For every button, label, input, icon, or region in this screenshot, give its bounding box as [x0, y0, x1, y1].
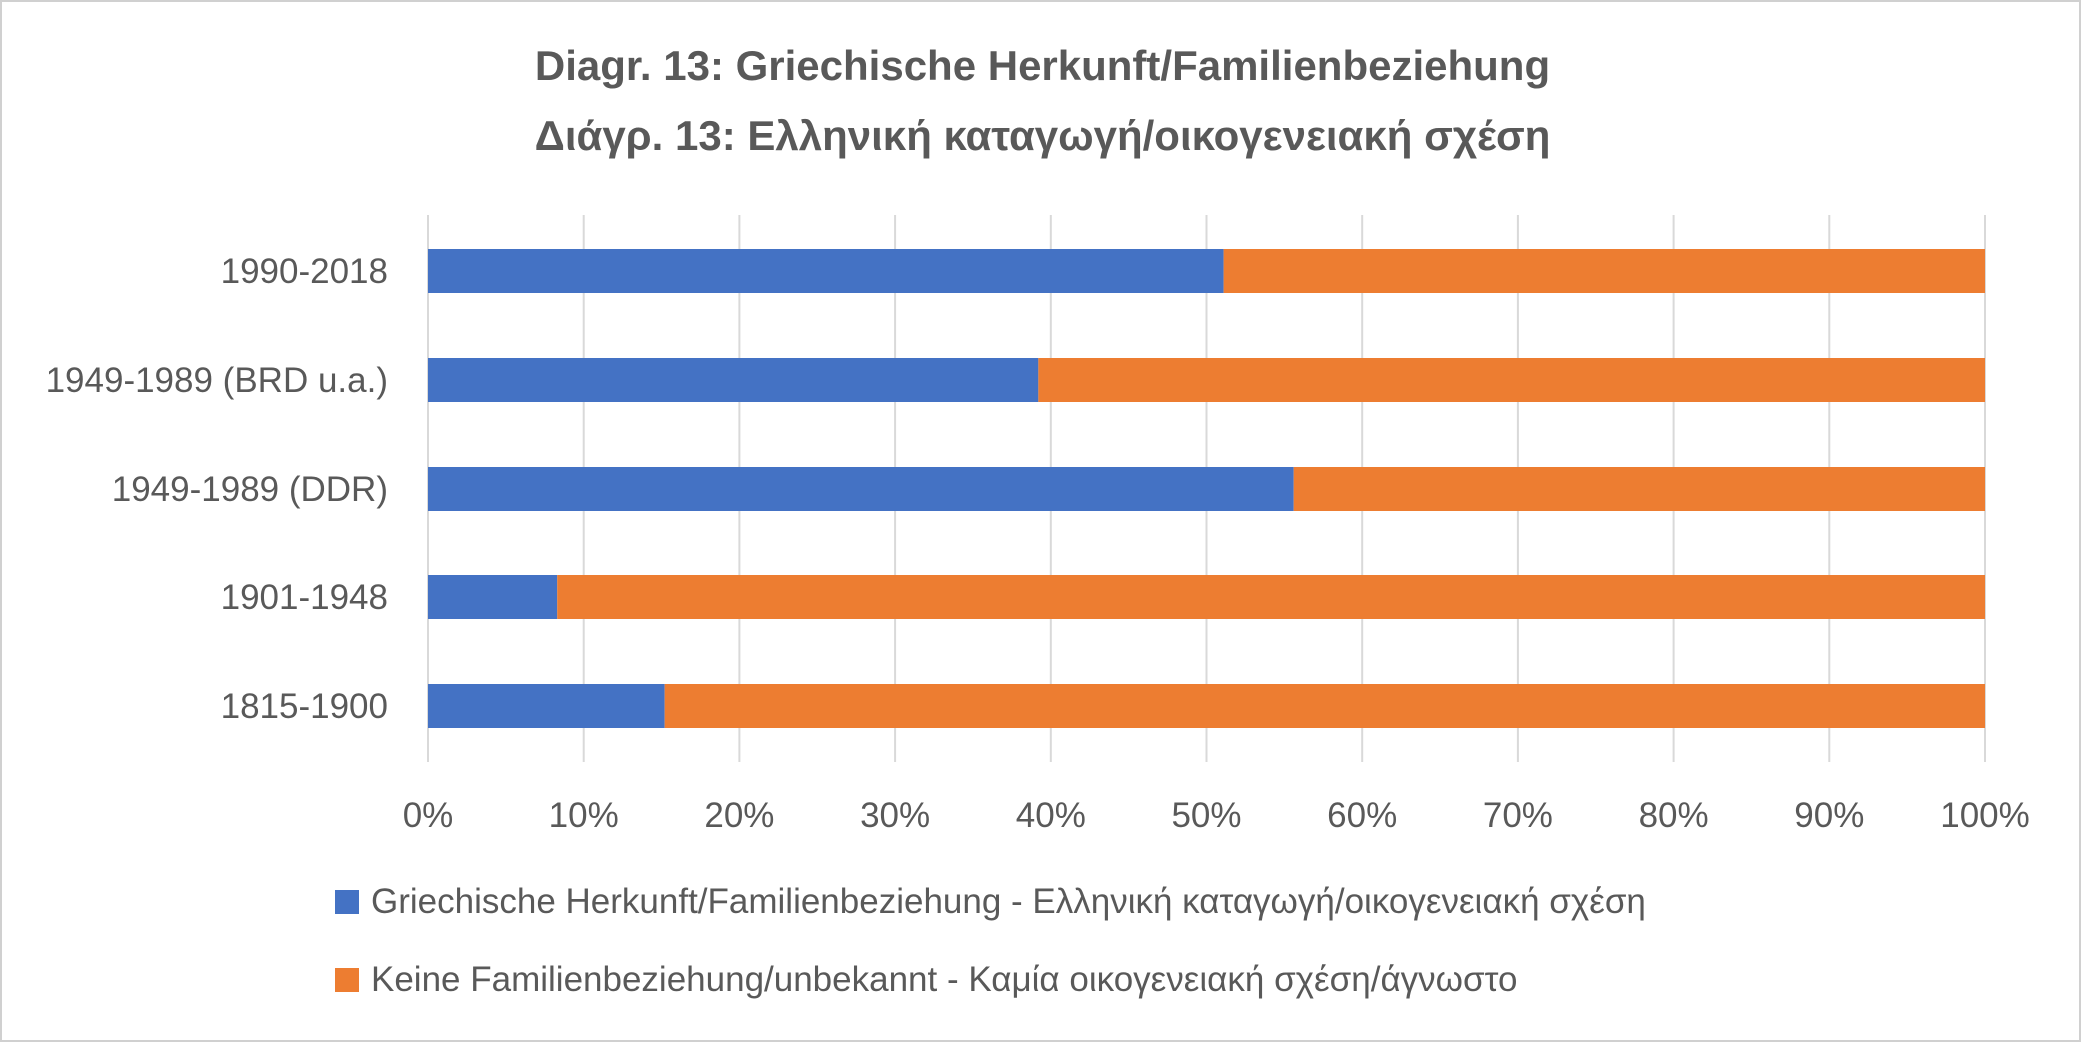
category-label: 1949-1989 (DDR) [112, 470, 388, 509]
x-tick-label: 90% [1794, 796, 1864, 835]
legend-label-greek-origin: Griechische Herkunft/Familienbeziehung -… [371, 882, 1646, 921]
category-label: 1901-1948 [221, 578, 388, 617]
legend-swatch-orange [335, 968, 359, 992]
x-tick-label: 20% [704, 796, 774, 835]
bar-segment-no-relation [557, 575, 1986, 619]
legend-item-greek-origin: Griechische Herkunft/Familienbeziehung -… [335, 882, 1646, 922]
chart-title: Diagr. 13: Griechische Herkunft/Familien… [534, 42, 1551, 89]
legend-swatch-blue [335, 890, 359, 914]
x-tick-label: 30% [860, 796, 930, 835]
bar-segment-no-relation [1223, 249, 1985, 293]
x-tick-label: 50% [1171, 796, 1241, 835]
chart-subtitle: Διάγρ. 13: Ελληνική καταγωγή/οικογενειακ… [534, 112, 1551, 159]
x-tick-label: 70% [1483, 796, 1553, 835]
bar-segment-no-relation [1038, 358, 1985, 402]
category-label: 1990-2018 [221, 252, 388, 291]
bar-segment-no-relation [664, 684, 1985, 728]
bar-segment-greek-origin [428, 249, 1224, 293]
x-tick-label: 80% [1639, 796, 1709, 835]
x-tick-label: 100% [1940, 796, 2030, 835]
bar-segment-greek-origin [428, 467, 1294, 511]
bar-segment-greek-origin [428, 358, 1039, 402]
x-tick-label: 60% [1327, 796, 1397, 835]
x-tick-label: 10% [549, 796, 619, 835]
category-labels: 1990-2018 1949-1989 (BRD u.a.) 1949-1989 (… [46, 252, 388, 726]
x-tick-label: 0% [403, 796, 454, 835]
bar-segment-greek-origin [428, 684, 665, 728]
legend-label-no-relation: Keine Familienbeziehung/unbekannt - Καμί… [371, 960, 1518, 999]
bar-segment-no-relation [1293, 467, 1985, 511]
category-label: 1949-1989 (BRD u.a.) [46, 361, 388, 400]
bars [428, 249, 1986, 728]
x-tick-labels: 0% 10% 20% 30% 40% 50% 60% 70% 80% 90% 100% [403, 796, 2030, 835]
x-tick-label: 40% [1016, 796, 1086, 835]
category-label: 1815-1900 [221, 687, 388, 726]
bar-segment-greek-origin [428, 575, 558, 619]
legend-item-no-relation: Keine Familienbeziehung/unbekannt - Καμί… [335, 960, 1517, 1000]
